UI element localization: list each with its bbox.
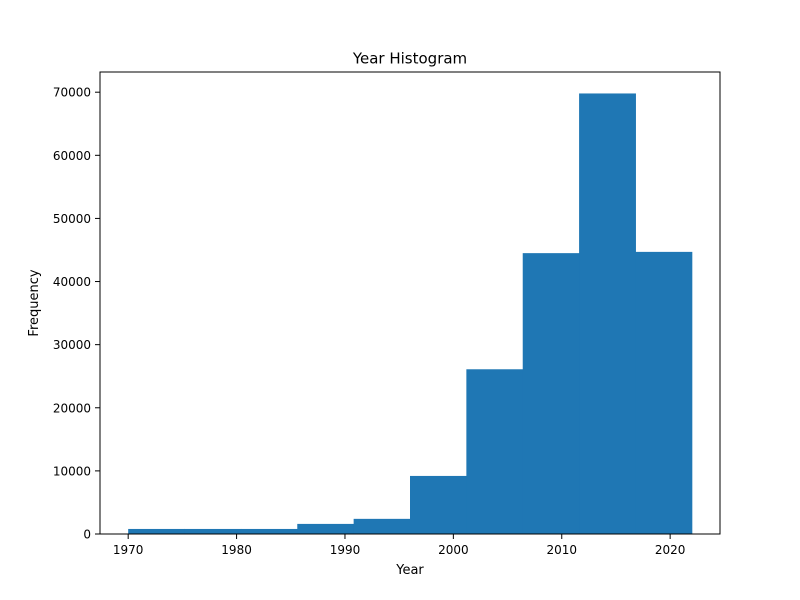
histogram-bar-8 <box>522 253 580 534</box>
histogram-bar-4 <box>297 523 355 534</box>
x-tick-label: 2020 <box>655 543 686 557</box>
x-tick-label: 2000 <box>438 543 469 557</box>
histogram-bar-7 <box>466 369 524 534</box>
y-tick-label: 30000 <box>53 338 91 352</box>
x-axis-label: Year <box>395 563 424 578</box>
plot-frame <box>99 71 721 535</box>
x-axis: 1970 1980 1990 2000 2010 2020 <box>113 534 686 557</box>
x-tick-label: 1970 <box>113 543 144 557</box>
y-tick-label: 40000 <box>53 275 91 289</box>
histogram-bar-1 <box>128 528 186 534</box>
y-tick-label: 10000 <box>53 464 91 478</box>
y-tick-label: 20000 <box>53 401 91 415</box>
chart-title: Year Histogram <box>352 50 467 68</box>
y-tick-label: 50000 <box>53 212 91 226</box>
histogram-bar-6 <box>410 475 467 534</box>
histogram-bar-5 <box>353 518 411 534</box>
y-tick-label: 60000 <box>53 149 91 163</box>
x-tick-label: 1990 <box>330 543 361 557</box>
y-tick-label: 0 <box>83 528 91 542</box>
y-axis-label: Frequency <box>27 269 42 336</box>
histogram-bar-9 <box>579 93 636 534</box>
y-axis: 0 10000 20000 30000 40000 50000 60000 70000 <box>53 86 100 542</box>
histogram-bar-3 <box>240 528 298 534</box>
x-tick-label: 2010 <box>546 543 577 557</box>
histogram-bar-2 <box>184 528 242 534</box>
bars-group <box>128 93 693 534</box>
y-tick-label: 70000 <box>53 86 91 100</box>
histogram-bar-10 <box>635 251 693 534</box>
x-tick-label: 1980 <box>221 543 252 557</box>
